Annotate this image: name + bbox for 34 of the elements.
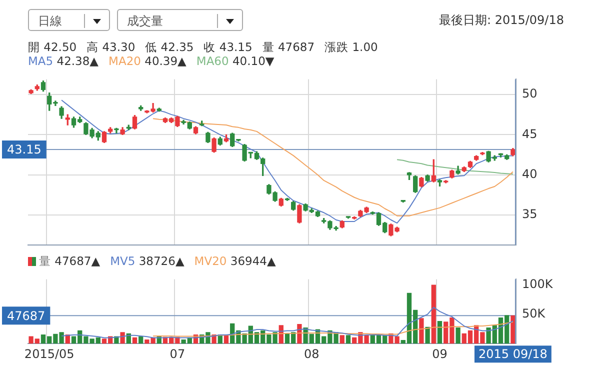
text: 47687▲ xyxy=(54,254,100,268)
text: 低 42.35 xyxy=(145,40,194,54)
y-tick-label: 35 xyxy=(522,207,538,222)
text: MA20 xyxy=(108,54,141,68)
text: 漲跌 1.00 xyxy=(324,40,378,54)
y-tick-label: 45 xyxy=(522,126,538,141)
text: 收 43.15 xyxy=(204,40,252,54)
x-tick-label: 2015/05 xyxy=(24,346,74,361)
text: 成交量 xyxy=(117,9,243,31)
text: 40.10▼ xyxy=(231,54,274,68)
text: MV5 xyxy=(110,254,136,268)
y-tick-label: 50 xyxy=(522,86,538,101)
text: MA5 xyxy=(28,54,54,68)
text: 38726▲ xyxy=(138,254,184,268)
x-tick-label: 2015 09/18 xyxy=(478,346,548,361)
x-tick-label: 09 xyxy=(432,346,448,361)
text: 日線 xyxy=(28,9,110,31)
text: 開 42.50 xyxy=(28,40,77,54)
text: MV20 xyxy=(194,254,227,268)
ref-line-label: 47687 xyxy=(7,308,46,323)
x-tick-label: 08 xyxy=(304,346,320,361)
x-tick-label: 07 xyxy=(170,346,186,361)
text: 36944▲ xyxy=(229,254,276,268)
text: MA60 xyxy=(196,54,229,68)
text: 量 47687 xyxy=(262,40,315,54)
y-tick-label: 50K xyxy=(522,306,546,320)
y-tick-label: 100K xyxy=(522,277,554,292)
text: 42.38▲ xyxy=(56,54,99,68)
y-tick-label: 40 xyxy=(522,166,538,181)
text: 40.39▲ xyxy=(144,54,186,68)
chart-title: 最後日期: 2015/09/18 xyxy=(438,12,564,29)
legend-label: 量 xyxy=(39,254,51,268)
text: 高 43.30 xyxy=(86,40,136,54)
ref-line-label: 43.15 xyxy=(7,142,42,157)
